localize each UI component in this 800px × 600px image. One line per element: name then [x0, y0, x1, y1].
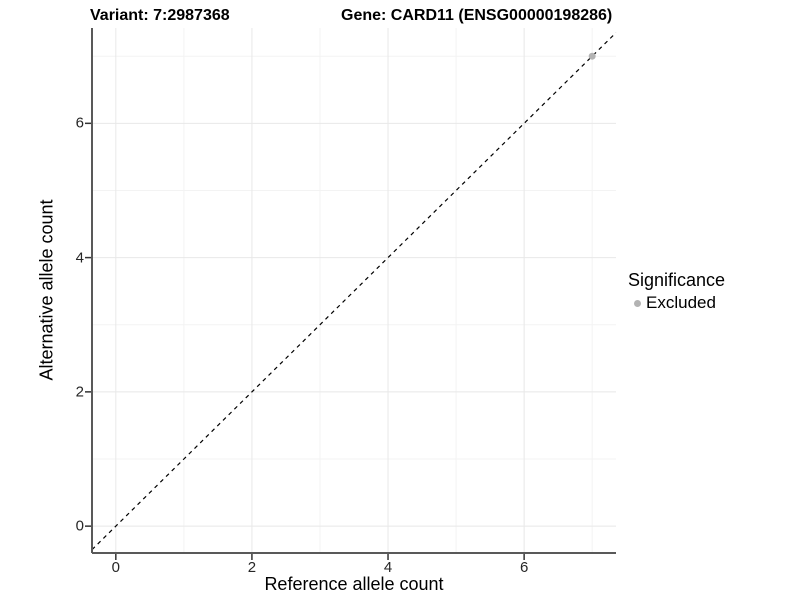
identity-dashed-line — [91, 32, 617, 551]
variant-title: Variant: 7:2987368 — [90, 7, 230, 24]
y-tick-label: 6 — [75, 114, 84, 132]
y-tick-label: 0 — [75, 517, 84, 535]
x-axis-title: Reference allele count — [264, 574, 444, 594]
x-tick-label: 4 — [383, 559, 393, 576]
y-tick-label: 4 — [75, 249, 84, 267]
legend-point-icon — [633, 299, 641, 307]
legend-item-label: Excluded — [646, 293, 716, 312]
legend-items: Excluded — [628, 293, 793, 313]
legend-item: Excluded — [628, 293, 793, 313]
x-tick-label: 0 — [111, 559, 120, 576]
y-tick-label: 2 — [75, 383, 84, 401]
y-axis-title: Alternative allele count — [36, 199, 57, 381]
x-tick-label: 2 — [247, 559, 257, 576]
x-tick-label: 6 — [519, 559, 529, 576]
gene-title: Gene: CARD11 (ENSG00000198286) — [341, 7, 613, 24]
data-point — [588, 52, 596, 60]
legend-key — [628, 294, 646, 312]
legend: Significance Excluded — [628, 270, 793, 313]
legend-title: Significance — [628, 270, 726, 290]
